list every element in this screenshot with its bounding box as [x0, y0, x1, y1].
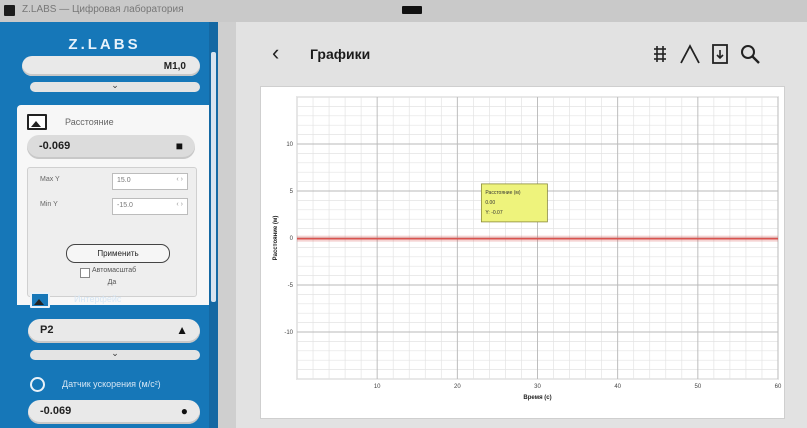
page-title: Графики — [310, 46, 371, 62]
chart-area[interactable]: 10 20 30 40 50 60 -10 -5 0 5 10 Время (с) Расстояние… — [260, 86, 785, 419]
record-icon[interactable]: ● — [180, 404, 188, 418]
export-icon[interactable] — [708, 42, 732, 66]
window-titlebar: Z.LABS — Цифровая лаборатория — [0, 0, 807, 23]
axis-limits-box: Max Y 15.0 ‹ › Min Y -15.0 ‹ › Применить… — [27, 167, 197, 297]
main-panel: ‹ Графики 10 20 30 40 50 60 -10 -5 0 5 10 Время (с)… — [236, 22, 807, 428]
channel-value-pill[interactable]: -0.069 ● — [28, 400, 200, 424]
zoom-icon[interactable] — [738, 42, 762, 66]
sensor-value: -0.069 — [39, 140, 71, 152]
back-button[interactable]: ‹ — [272, 40, 280, 65]
app-logo: Z.LABS — [68, 36, 141, 53]
sidebar-scrollbar[interactable] — [209, 22, 218, 428]
port-section-header[interactable]: Интерфейс — [28, 290, 198, 308]
x-tick-label: 30 — [534, 384, 541, 390]
sensor-section-title: Расстояние — [65, 117, 114, 127]
app-icon — [4, 5, 15, 16]
autoscale-state: Да — [107, 279, 117, 286]
top-value: M1,0 — [163, 61, 186, 72]
min-y-input[interactable]: -15.0 ‹ › — [112, 198, 188, 215]
sensor-value-pill[interactable]: -0.069 ■ — [27, 135, 195, 159]
sidebar: Z.LABS M1,0 ⌄ Расстояние -0.069 ■ Max Y … — [0, 22, 218, 428]
port-value: P2 — [40, 324, 54, 336]
data-tooltip — [480, 183, 548, 223]
stepper-icon[interactable]: ‹ › — [176, 201, 183, 208]
max-y-label: Max Y — [40, 176, 60, 183]
min-y-label: Min Y — [40, 201, 58, 208]
x-tick-label: 10 — [374, 384, 381, 390]
y-tick-label: -10 — [284, 330, 293, 336]
chevron-down-icon: ⌄ — [111, 80, 119, 90]
y-tick-label: 10 — [286, 142, 293, 148]
sensor-image-icon — [27, 114, 47, 130]
x-tick-label: 40 — [614, 384, 621, 390]
sensor-section-panel: Расстояние -0.069 ■ Max Y 15.0 ‹ › Min Y… — [17, 105, 218, 305]
x-tick-label: 60 — [775, 384, 782, 390]
tooltip-text: Y: -0.07 — [485, 210, 502, 216]
stepper-icon[interactable]: ‹ › — [176, 176, 183, 183]
port-value-pill[interactable]: P2 ▲ — [28, 319, 200, 343]
x-tick-label: 50 — [694, 384, 701, 390]
window-title: Z.LABS — Цифровая лаборатория — [22, 4, 184, 15]
camera-notch — [402, 6, 422, 14]
autoscale-checkbox[interactable] — [80, 268, 90, 278]
y-tick-label: 5 — [290, 189, 294, 195]
autoscale-label: Автомасштаб — [92, 267, 137, 274]
chevron-down-icon: ⌄ — [111, 348, 119, 358]
x-tick-label: 20 — [454, 384, 461, 390]
max-y-input[interactable]: 15.0 ‹ › — [112, 173, 188, 190]
port-image-icon — [30, 292, 50, 308]
grid-icon[interactable] — [648, 42, 672, 66]
y-tick-label: 0 — [290, 236, 294, 242]
apply-button[interactable]: Применить — [66, 244, 170, 263]
channel-section-title: Датчик ускорения (м/с²) — [62, 379, 161, 389]
collapse-bar[interactable]: ⌄ — [30, 80, 200, 92]
y-tick-label: -5 — [288, 283, 294, 289]
y-axis-label: Расстояние (м) — [273, 216, 279, 261]
tooltip-text: Расстояние (м) — [485, 190, 520, 196]
channel-value: -0.069 — [40, 405, 72, 417]
tooltip-text: 0.00 — [485, 200, 495, 206]
gauge-icon — [30, 377, 45, 392]
sidebar-scroll-thumb[interactable] — [211, 52, 216, 302]
peak-icon[interactable] — [678, 42, 702, 66]
expand-bar[interactable]: ⌄ — [30, 348, 200, 360]
x-axis-label: Время (с) — [523, 395, 551, 401]
top-value-pill[interactable]: M1,0 — [22, 56, 200, 76]
port-section-title: Интерфейс — [74, 294, 122, 304]
triangle-up-icon[interactable]: ▲ — [176, 323, 188, 337]
sidebar-divider — [218, 22, 236, 428]
channel-section-header[interactable]: Датчик ускорения (м/с²) — [28, 376, 206, 392]
line-chart[interactable]: 10 20 30 40 50 60 -10 -5 0 5 10 Время (с) Расстояние… — [261, 87, 784, 418]
pause-icon[interactable]: ■ — [175, 139, 183, 153]
